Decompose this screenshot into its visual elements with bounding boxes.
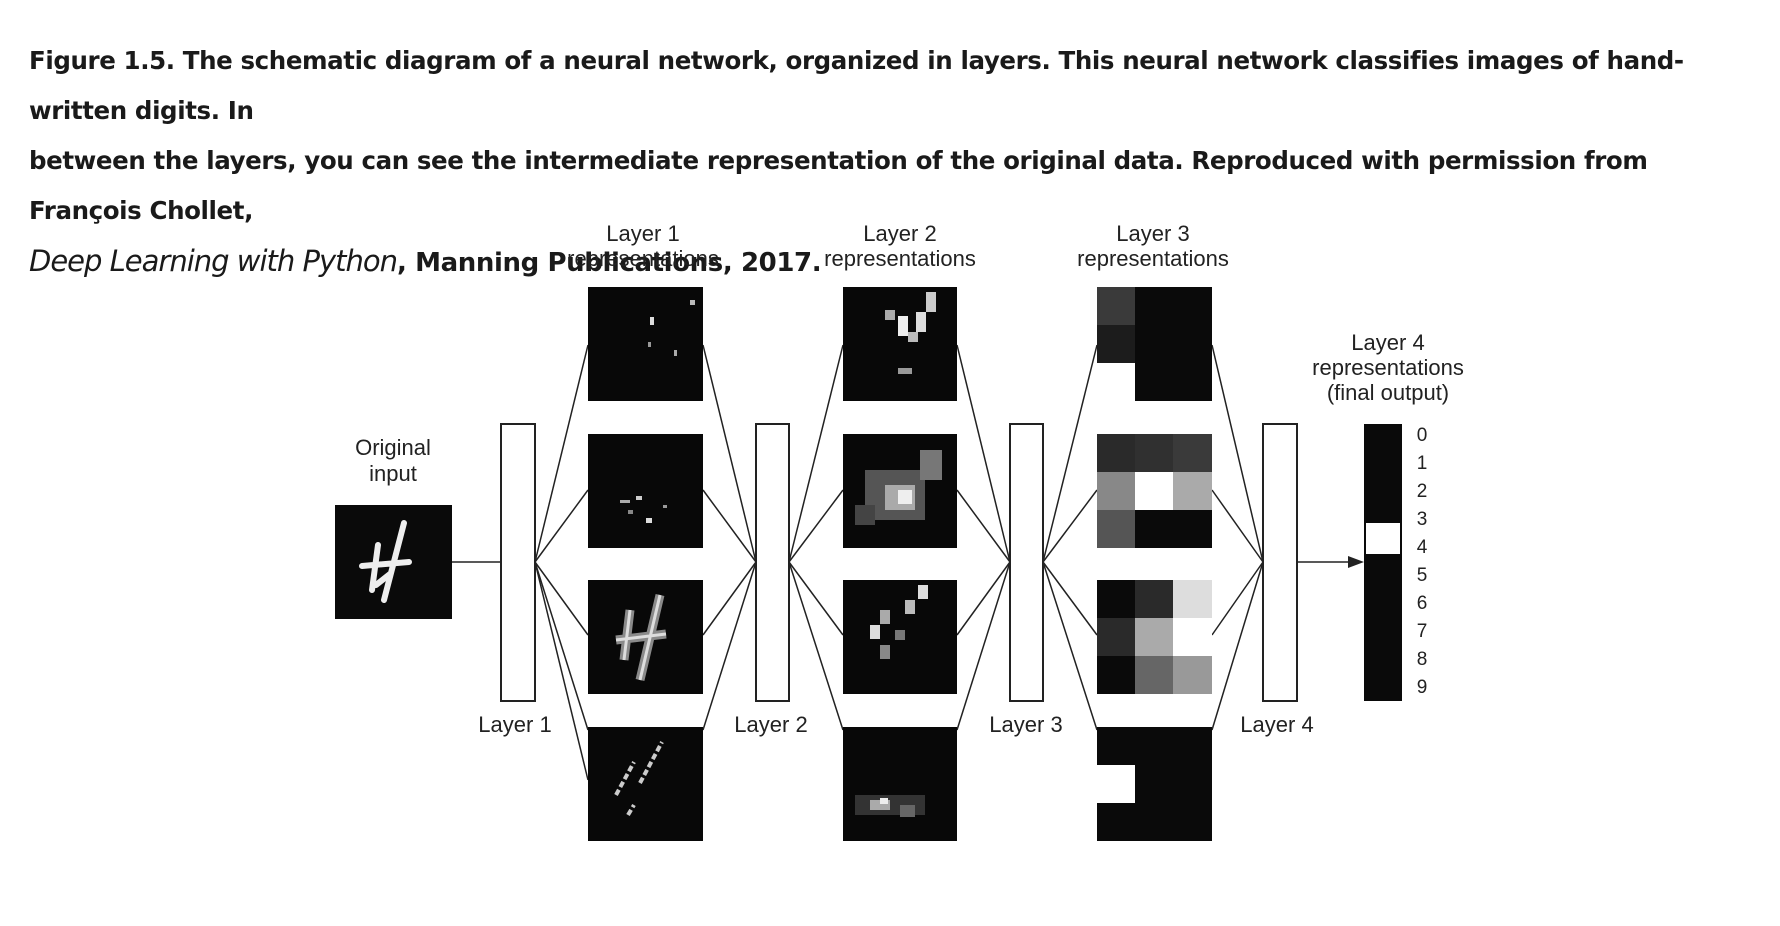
layer-2-label: Layer 2 — [734, 712, 807, 737]
connection-lines — [452, 344, 1352, 781]
layer-4-rep-title: Layer 4 — [1351, 330, 1424, 355]
digit-label: 7 — [1417, 621, 1428, 642]
layer-2-rep-title: Layer 2 — [863, 221, 936, 246]
digit-label: 1 — [1417, 453, 1428, 474]
caption-line-3: Deep Learning with Python, Manning Publi… — [29, 236, 1749, 288]
layer-3-rep-subtitle: representations — [1077, 246, 1229, 271]
caption-line-2: between the layers, you can see the inte… — [29, 146, 1648, 225]
layer-1-label: Layer 1 — [478, 712, 551, 737]
active-output-cell — [1366, 523, 1400, 554]
layer-3-rep-image-4 — [1097, 727, 1212, 841]
layer-2-rep-subtitle: representations — [824, 246, 976, 271]
layer-4-box — [1262, 423, 1298, 702]
digit-label: 6 — [1417, 593, 1428, 614]
layer-1-rep-image-4 — [588, 727, 703, 841]
digit-label: 3 — [1417, 509, 1428, 530]
output-bar — [1364, 424, 1402, 701]
layer-2-box — [755, 423, 790, 702]
caption-line-1: Figure 1.5. The schematic diagram of a n… — [29, 46, 1684, 125]
layer-4-rep-final: (final output) — [1327, 380, 1449, 405]
input-label-line1: Original — [355, 435, 431, 460]
layer-1-rep-image-3 — [588, 580, 703, 694]
original-input-image — [335, 505, 452, 619]
input-label-line2: input — [369, 461, 417, 486]
digit-label: 0 — [1417, 425, 1428, 446]
layer-3-rep-image-2 — [1097, 434, 1212, 548]
output-arrowhead — [1348, 556, 1364, 568]
digit-label: 2 — [1417, 481, 1428, 502]
layer-2-rep-image-3 — [843, 580, 957, 694]
layer-1-box — [500, 423, 536, 702]
layer-3-label: Layer 3 — [989, 712, 1062, 737]
layer-4-rep-subtitle: representations — [1312, 355, 1464, 380]
layer-2-rep-image-2 — [843, 434, 957, 548]
layer-3-rep-image-1 — [1097, 287, 1212, 401]
caption-publisher: , Manning Publications, 2017. — [397, 248, 822, 278]
layer-1-rep-image-1 — [588, 287, 703, 401]
layer-1-rep-title: Layer 1 — [606, 221, 679, 246]
digit-label: 8 — [1417, 649, 1428, 670]
output-digit-labels: 0 1 2 3 4 5 6 7 8 9 — [1417, 425, 1428, 698]
digit-label: 9 — [1417, 677, 1428, 698]
digit-label: 5 — [1417, 565, 1428, 586]
layer-1-rep-image-2 — [588, 434, 703, 548]
layer-4-label: Layer 4 — [1240, 712, 1313, 737]
layer-2-rep-image-1 — [843, 287, 957, 401]
layer-2-rep-image-4 — [843, 727, 957, 841]
layer-1-rep-subtitle: representations — [567, 246, 719, 271]
digit-label: 4 — [1417, 537, 1428, 558]
book-title: Deep Learning with Python — [29, 244, 398, 278]
layer-3-box — [1009, 423, 1044, 702]
layer-3-rep-title: Layer 3 — [1116, 221, 1189, 246]
figure-caption: Figure 1.5. The schematic diagram of a n… — [29, 36, 1749, 288]
layer-3-rep-image-3 — [1097, 580, 1212, 694]
